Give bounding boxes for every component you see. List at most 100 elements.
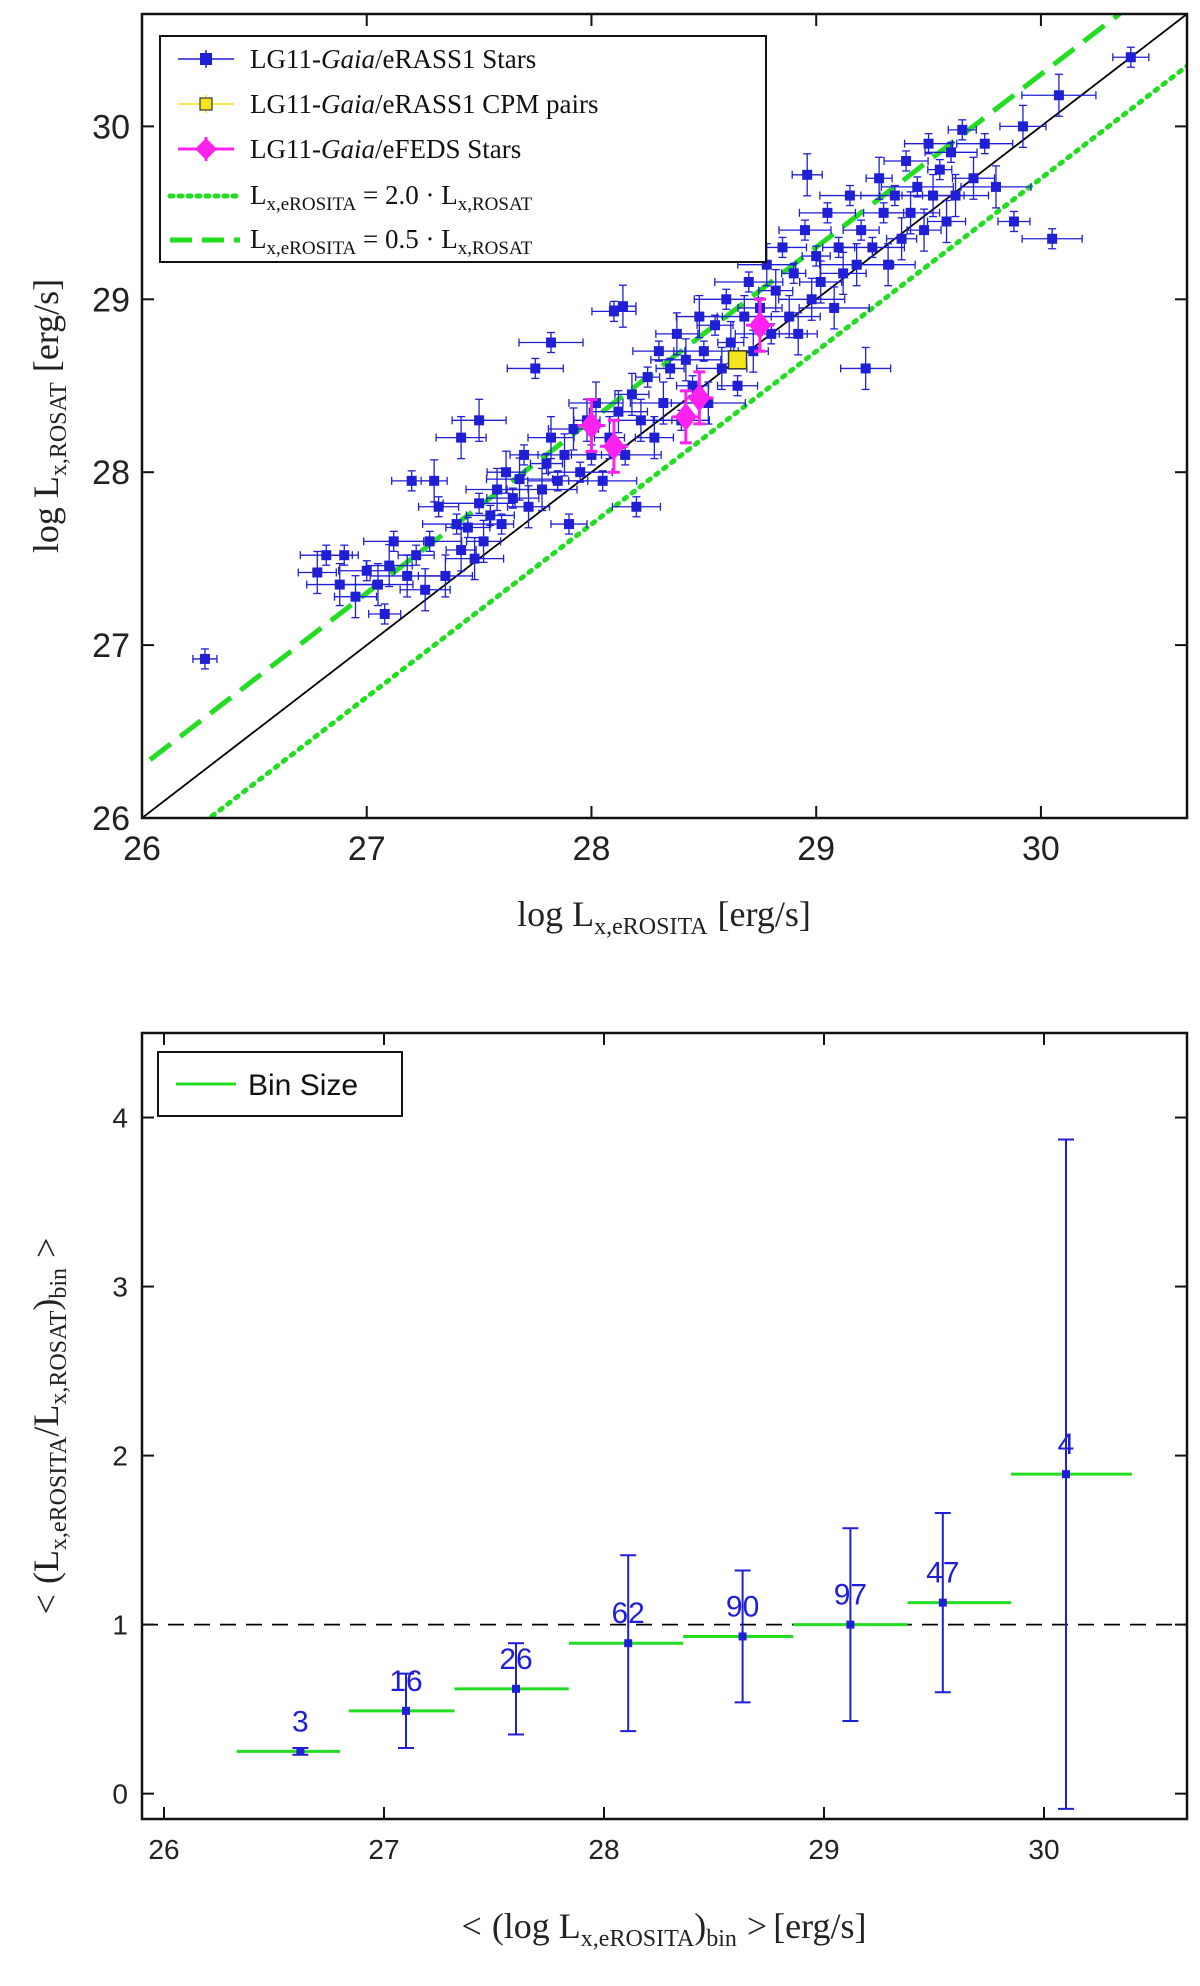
erass-star-point bbox=[192, 648, 218, 670]
erass-star-point bbox=[903, 133, 954, 155]
legend-label-ratio-0-5: Lx,eROSITA = 0.5 · Lx,ROSAT bbox=[250, 224, 533, 259]
erass-star-point bbox=[880, 191, 941, 235]
erass-star-point bbox=[791, 153, 823, 197]
bin-point: 16 bbox=[348, 1665, 455, 1750]
y-tick-label: 4 bbox=[112, 1103, 128, 1134]
erass-star-point bbox=[997, 210, 1031, 233]
erass-star-point bbox=[333, 575, 378, 619]
erass-star-point bbox=[399, 568, 451, 612]
y-axis-label-main: log L bbox=[26, 476, 66, 553]
bin-count-label: 4 bbox=[1058, 1428, 1075, 1461]
legend-label-efeds-stars: LG11-Gaia/eFEDS Stars bbox=[250, 134, 521, 164]
y-tick-label: 28 bbox=[92, 454, 130, 492]
erass-star-point bbox=[451, 398, 507, 442]
erass-star-point bbox=[609, 284, 637, 328]
x-axis-label: log Lx,eROSITA [erg/s] bbox=[517, 894, 811, 940]
erass-star-point bbox=[591, 300, 637, 323]
erass-star-point bbox=[924, 141, 978, 163]
x-tick-label: 30 bbox=[1028, 1834, 1059, 1865]
bin-point: 62 bbox=[568, 1554, 684, 1733]
legend-entry-erass-stars: LG11-Gaia/eRASS1 Stars bbox=[178, 44, 536, 74]
erass-star-point bbox=[365, 543, 413, 588]
erass-star-point bbox=[368, 603, 402, 625]
erass-star-point bbox=[842, 219, 880, 241]
erass-star-point bbox=[801, 245, 831, 267]
erass-star-point bbox=[465, 519, 502, 564]
legend-entry-efeds-stars: LG11-Gaia/eFEDS Stars bbox=[178, 134, 521, 164]
x-axis-label-sub: x,eROSITA bbox=[594, 914, 708, 940]
x-tick-label: 28 bbox=[573, 830, 611, 868]
erass-star-point bbox=[588, 390, 649, 434]
bin-point: 97 bbox=[793, 1527, 908, 1722]
bin-marker bbox=[296, 1747, 305, 1756]
erass-star-point bbox=[391, 470, 433, 492]
efeds-star-point bbox=[685, 370, 714, 426]
efeds-star-point bbox=[671, 389, 700, 445]
erass-star-point bbox=[926, 199, 967, 244]
erass-star-point bbox=[547, 461, 613, 483]
erass-star-point bbox=[798, 202, 857, 224]
x-tick-label: 30 bbox=[1022, 830, 1060, 868]
x-tick-label: 28 bbox=[588, 1834, 619, 1865]
y-axis-label: log Lx,ROSAT [erg/s] bbox=[26, 279, 72, 553]
y-tick-label: 2 bbox=[112, 1441, 128, 1472]
erass-star-point bbox=[956, 133, 1014, 155]
y-axis-label-unit: [erg/s] bbox=[26, 279, 66, 372]
erass-star-point bbox=[444, 536, 505, 581]
x-tick-label: 27 bbox=[368, 1834, 399, 1865]
bin-point: 47 bbox=[907, 1512, 1011, 1694]
erass-star-point bbox=[417, 496, 460, 518]
legend-label-bin-size: Bin Size bbox=[248, 1069, 358, 1102]
erass-star-point bbox=[655, 357, 685, 380]
erass-star-point bbox=[397, 544, 435, 566]
erass-star-point bbox=[921, 173, 990, 218]
bin-count-label: 26 bbox=[499, 1643, 532, 1676]
efeds-star-point bbox=[746, 297, 775, 353]
efeds-star-point bbox=[577, 398, 606, 454]
bin-marker bbox=[738, 1632, 747, 1641]
legend-label-erass-stars: LG11-Gaia/eRASS1 Stars bbox=[250, 44, 536, 74]
erass-star-point bbox=[1021, 228, 1083, 250]
erass-star-point bbox=[839, 346, 892, 391]
bin-point: 3 bbox=[236, 1705, 340, 1756]
erass-star-point bbox=[529, 452, 564, 475]
bin-marker bbox=[938, 1598, 947, 1607]
x-tick-label: 29 bbox=[797, 830, 835, 868]
erass-star-point bbox=[696, 314, 734, 336]
erass-star-point bbox=[588, 444, 662, 466]
y-tick-label: 29 bbox=[92, 281, 130, 319]
erass-star-point bbox=[485, 457, 554, 501]
erass-star-point bbox=[329, 544, 359, 566]
erass-star-point bbox=[650, 338, 722, 382]
erass-star-point bbox=[634, 366, 661, 388]
erass-star-point bbox=[799, 260, 843, 304]
legend-box bbox=[159, 35, 767, 263]
cpm-pair-point bbox=[727, 350, 748, 370]
erass-star-point bbox=[906, 208, 942, 252]
erass-star-point bbox=[1021, 73, 1097, 117]
erass-star-point bbox=[397, 530, 463, 553]
erass-star-point bbox=[550, 513, 588, 535]
erass-star-point bbox=[506, 357, 564, 380]
bin-marker bbox=[846, 1620, 855, 1629]
bin-marker bbox=[402, 1706, 410, 1715]
erass-star-point bbox=[822, 236, 856, 259]
y-tick-label: 0 bbox=[112, 1779, 128, 1810]
bin-point: 26 bbox=[454, 1642, 569, 1736]
erass-star-point bbox=[960, 165, 1032, 209]
bin-count-label: 90 bbox=[726, 1590, 759, 1623]
bin-count-label: 47 bbox=[926, 1557, 959, 1590]
binned-ratio-panel: 3 16 26 62 90 97 47 4 26 27 28 29 30 0 1 2 3 4 <(Lx,eROS… bbox=[26, 1031, 1189, 1952]
bin-marker bbox=[1062, 1470, 1070, 1479]
identity-line bbox=[142, 14, 1187, 818]
erass-star-point bbox=[486, 487, 540, 509]
bin-count-label: 16 bbox=[389, 1665, 422, 1698]
erass-star-point bbox=[442, 492, 516, 514]
erass-star-point bbox=[611, 496, 662, 518]
bin-marker bbox=[624, 1639, 633, 1648]
erass-star-point bbox=[885, 217, 918, 261]
erass-star-point bbox=[714, 271, 784, 293]
erass-star-point bbox=[927, 158, 953, 181]
y-tick-label: 3 bbox=[112, 1272, 128, 1303]
erass-star-point bbox=[297, 550, 337, 595]
